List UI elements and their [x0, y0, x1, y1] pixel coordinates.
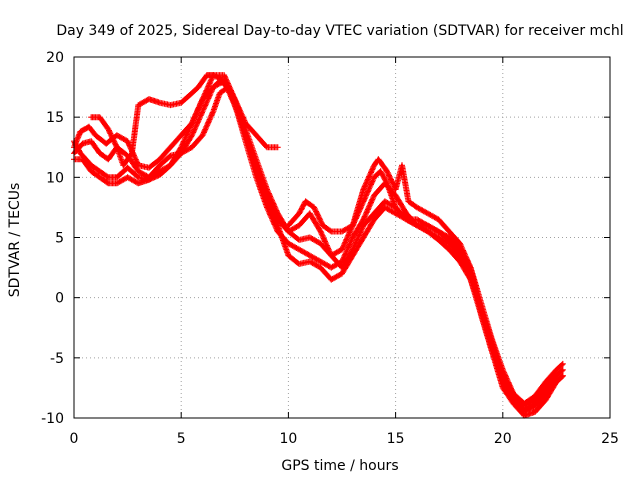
series-track-6	[285, 156, 566, 419]
data-series	[71, 72, 566, 419]
y-tick-label: -10	[41, 411, 64, 427]
series-markers	[285, 156, 566, 419]
y-tick-label: 0	[55, 291, 64, 307]
series-track-3	[71, 78, 560, 413]
chart-title: Day 349 of 2025, Sidereal Day-to-day VTE…	[56, 23, 623, 39]
series-markers	[71, 78, 560, 413]
x-tick-label: 0	[70, 431, 79, 447]
x-tick-label: 20	[494, 431, 512, 447]
series-track-5	[88, 72, 281, 169]
x-tick-label: 5	[177, 431, 186, 447]
y-tick-label: 10	[46, 170, 64, 186]
y-tick-label: 20	[46, 50, 64, 66]
y-tick-label: 15	[46, 110, 64, 126]
y-tick-label: -5	[50, 351, 64, 367]
x-tick-label: 10	[279, 431, 297, 447]
x-tick-label: 25	[601, 431, 619, 447]
y-tick-label: 5	[55, 231, 64, 247]
x-tick-label: 15	[387, 431, 405, 447]
y-axis-label: SDTVAR / TECUs	[7, 183, 23, 298]
x-axis-label: GPS time / hours	[281, 458, 398, 474]
series-markers	[88, 72, 281, 169]
axis-ticks: 0 5 10 15 20 25 -10 -5 0 5 10 15 20	[41, 50, 619, 447]
grid-lines	[74, 57, 610, 418]
